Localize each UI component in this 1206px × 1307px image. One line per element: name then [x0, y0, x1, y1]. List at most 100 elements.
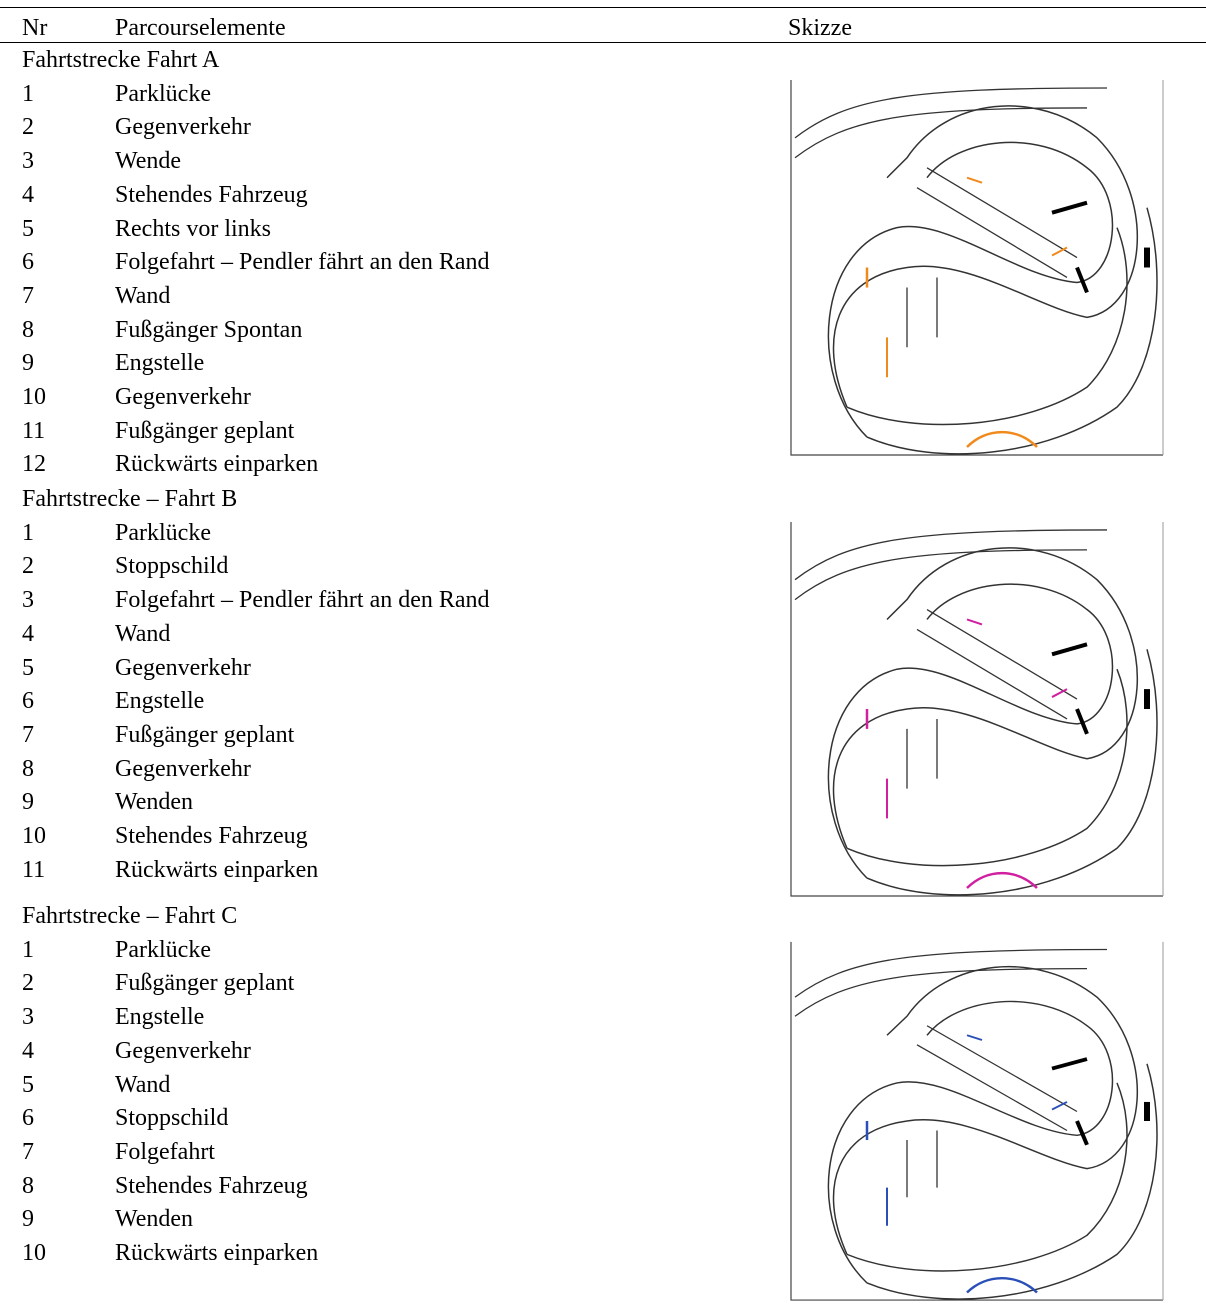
sketch	[790, 941, 1164, 1301]
item-nr: 7	[22, 721, 34, 748]
sketch-line	[832, 547, 1138, 849]
sketch	[790, 79, 1164, 456]
item-label: Stehendes Fahrzeug	[115, 823, 308, 849]
item-nr: 2	[22, 970, 34, 997]
item-nr: 10	[22, 384, 46, 410]
item-nr: 7	[22, 1138, 34, 1165]
header-elements: Parcourselemente	[115, 15, 286, 41]
item-label: Engstelle	[115, 1004, 205, 1031]
top-rule	[0, 7, 1206, 8]
header-sketch: Skizze	[788, 15, 852, 41]
item-label: Stehendes Fahrzeug	[115, 181, 308, 208]
item-label: Gegenverkehr	[115, 114, 251, 141]
item-nr: 12	[22, 451, 46, 478]
item-label: Gegenverkehr	[115, 654, 251, 681]
item-nr: 9	[22, 1206, 34, 1233]
sketch-line	[865, 267, 1038, 448]
item-nr: 3	[22, 587, 34, 614]
item-label: Stoppschild	[115, 1105, 229, 1132]
item-nr: 9	[22, 350, 34, 377]
sketch-line	[866, 207, 1158, 455]
sketch-line	[1051, 200, 1089, 294]
item-nr: 5	[22, 1071, 34, 1098]
sketch-line	[886, 1034, 1068, 1226]
sketch-line	[916, 1025, 1078, 1132]
item-label: Wende	[115, 148, 182, 175]
item-label: Rückwärts einparken	[115, 451, 319, 478]
item-label: Wand	[115, 620, 171, 647]
sketch-line	[1051, 1057, 1089, 1146]
item-nr: 8	[22, 755, 34, 782]
header-nr: Nr	[22, 15, 48, 41]
item-label: Gegenverkehr	[115, 1037, 251, 1064]
item-label: Engstelle	[115, 350, 205, 377]
item-nr: 6	[22, 1105, 34, 1132]
item-nr: 4	[22, 1037, 34, 1064]
sketch	[790, 521, 1164, 897]
sketch-line	[790, 941, 1163, 1301]
item-nr: 5	[22, 215, 34, 242]
item-label: Parklücke	[115, 80, 211, 107]
sketch-line	[866, 1063, 1158, 1300]
item-nr: 1	[22, 519, 34, 546]
item-nr: 11	[22, 856, 46, 883]
item-nr: 2	[22, 553, 34, 580]
sketch-line	[794, 948, 1108, 1017]
item-label: Rechts vor links	[115, 215, 271, 242]
item-nr: 10	[22, 1240, 46, 1266]
item-label: Rückwärts einparken	[115, 1240, 319, 1266]
sketch-line	[886, 618, 1068, 819]
sketch-line	[794, 87, 1108, 159]
sketch-line	[916, 608, 1078, 720]
item-label: Wand	[115, 282, 171, 309]
item-nr: 3	[22, 1004, 34, 1031]
item-label: Wenden	[115, 789, 194, 816]
item-label: Stehendes Fahrzeug	[115, 1172, 308, 1199]
item-label: Engstelle	[115, 688, 205, 715]
sketch-line	[790, 521, 1163, 897]
sketch-line	[832, 965, 1138, 1255]
sketch-line	[1051, 642, 1089, 735]
item-label: Fußgänger geplant	[115, 721, 295, 748]
item-nr: 10	[22, 823, 46, 849]
item-nr: 3	[22, 148, 34, 175]
item-nr: 6	[22, 249, 34, 276]
sketch-line	[794, 529, 1108, 601]
sketch-line	[916, 167, 1078, 279]
sketch-line	[886, 176, 1068, 378]
sketch-line	[827, 583, 1114, 879]
item-label: Folgefahrt	[115, 1138, 215, 1165]
item-nr: 8	[22, 316, 34, 343]
item-label: Wand	[115, 1071, 171, 1098]
sketch-line	[865, 709, 1038, 889]
sketch-line	[846, 227, 1128, 426]
item-label: Wenden	[115, 1206, 194, 1233]
sketch-line	[906, 277, 938, 348]
item-label: Rückwärts einparken	[115, 856, 319, 883]
section-title: Fahrtstrecke – Fahrt C	[22, 903, 238, 929]
sketch-line	[906, 718, 938, 789]
sketch-line	[906, 1130, 938, 1198]
sketch-line	[865, 1121, 1038, 1294]
section-title: Fahrtstrecke Fahrt A	[22, 47, 220, 73]
item-label: Gegenverkehr	[115, 755, 251, 782]
item-nr: 9	[22, 789, 34, 816]
sketch-line	[846, 668, 1128, 867]
item-label: Fußgänger geplant	[115, 417, 295, 444]
item-nr: 11	[22, 417, 46, 444]
item-label: Folgefahrt – Pendler fährt an den Rand	[115, 587, 490, 614]
item-nr: 4	[22, 181, 34, 208]
item-label: Parklücke	[115, 519, 211, 546]
item-nr: 1	[22, 936, 34, 963]
item-label: Gegenverkehr	[115, 384, 251, 410]
item-label: Fußgänger geplant	[115, 970, 295, 997]
header-rule	[0, 42, 1206, 43]
sketch-line	[827, 141, 1114, 438]
sketch-line	[827, 1000, 1114, 1284]
section-title: Fahrtstrecke – Fahrt B	[22, 486, 238, 512]
item-nr: 2	[22, 114, 34, 141]
sketch-line	[790, 79, 1163, 456]
item-nr: 6	[22, 688, 34, 715]
item-nr: 5	[22, 654, 34, 681]
